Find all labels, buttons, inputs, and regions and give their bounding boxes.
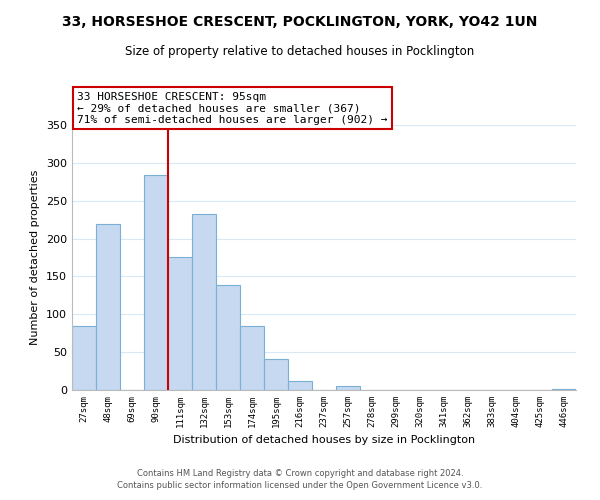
Bar — [288, 381, 312, 390]
Text: 33, HORSESHOE CRESCENT, POCKLINGTON, YORK, YO42 1UN: 33, HORSESHOE CRESCENT, POCKLINGTON, YOR… — [62, 15, 538, 29]
X-axis label: Distribution of detached houses by size in Pocklington: Distribution of detached houses by size … — [173, 436, 475, 446]
Text: Contains HM Land Registry data © Crown copyright and database right 2024.
Contai: Contains HM Land Registry data © Crown c… — [118, 468, 482, 490]
Bar — [72, 326, 96, 390]
Text: Size of property relative to detached houses in Pocklington: Size of property relative to detached ho… — [125, 45, 475, 58]
Y-axis label: Number of detached properties: Number of detached properties — [31, 170, 40, 345]
Bar — [192, 214, 216, 390]
Bar — [240, 326, 264, 390]
Bar — [144, 175, 168, 390]
Bar — [96, 224, 120, 390]
Bar — [264, 359, 288, 390]
Bar — [168, 256, 192, 390]
Bar — [216, 285, 240, 390]
Text: 33 HORSESHOE CRESCENT: 95sqm
← 29% of detached houses are smaller (367)
71% of s: 33 HORSESHOE CRESCENT: 95sqm ← 29% of de… — [77, 92, 388, 125]
Bar — [552, 389, 576, 390]
Bar — [336, 386, 360, 390]
